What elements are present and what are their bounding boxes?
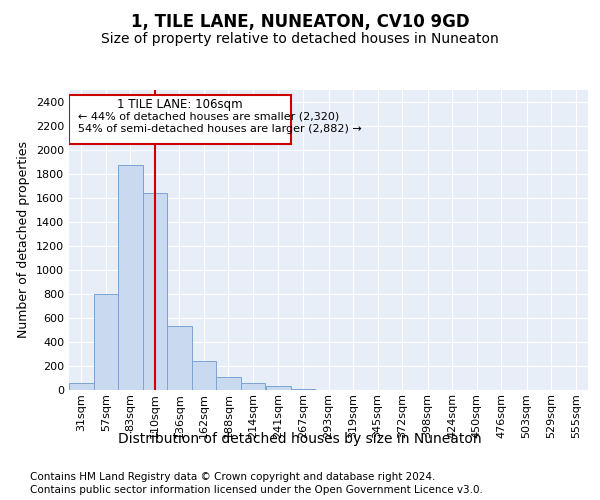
Bar — [94, 294, 118, 390]
Bar — [143, 193, 167, 390]
Y-axis label: Number of detached properties: Number of detached properties — [17, 142, 31, 338]
Bar — [69, 384, 94, 390]
Bar — [266, 386, 291, 390]
Text: 1 TILE LANE: 106sqm: 1 TILE LANE: 106sqm — [117, 98, 242, 112]
Text: Size of property relative to detached houses in Nuneaton: Size of property relative to detached ho… — [101, 32, 499, 46]
Text: 1, TILE LANE, NUNEATON, CV10 9GD: 1, TILE LANE, NUNEATON, CV10 9GD — [131, 12, 469, 30]
Bar — [118, 165, 143, 390]
Text: ← 44% of detached houses are smaller (2,320): ← 44% of detached houses are smaller (2,… — [79, 112, 340, 122]
Bar — [241, 384, 265, 390]
Bar — [216, 377, 241, 390]
Text: Distribution of detached houses by size in Nuneaton: Distribution of detached houses by size … — [118, 432, 482, 446]
Bar — [167, 326, 191, 390]
Bar — [191, 361, 216, 390]
Text: Contains public sector information licensed under the Open Government Licence v3: Contains public sector information licen… — [30, 485, 483, 495]
FancyBboxPatch shape — [69, 95, 291, 144]
Text: 54% of semi-detached houses are larger (2,882) →: 54% of semi-detached houses are larger (… — [79, 124, 362, 134]
Text: Contains HM Land Registry data © Crown copyright and database right 2024.: Contains HM Land Registry data © Crown c… — [30, 472, 436, 482]
